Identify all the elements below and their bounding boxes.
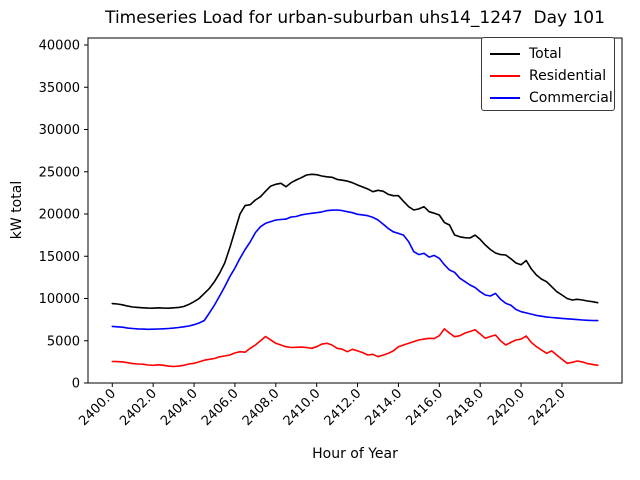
axes-frame [87,37,623,384]
legend-entry-commercial: Commercial [490,87,614,109]
x-axis-tick-label: 2416.0 [403,386,446,429]
legend-entry-total: Total [490,43,614,65]
series-lines [111,173,599,368]
x-axis-tick-label: 2418.0 [444,386,487,429]
x-axis-tick-label: 2414.0 [362,386,405,429]
x-axis-tick-label: 2404.0 [158,386,201,429]
y-axis-tick-label: 40000 [39,39,80,54]
y-axis-tick-label: 35000 [39,81,80,96]
x-axis-tick-label: 2420.0 [485,386,528,429]
x-axis-tick-label: 2402.0 [117,386,160,429]
legend-line-commercial-icon [490,97,520,99]
x-axis-tick-label: 2406.0 [199,386,242,429]
series-line-total [111,173,599,310]
legend-label-residential: Residential [529,68,607,84]
y-axis-tick-label: 0 [72,377,80,392]
legend-line-residential-icon [490,75,520,77]
x-axis-tick-label: 2412.0 [322,386,365,429]
x-axis-label: Hour of Year [312,446,398,462]
y-axis-label: kW total [9,181,25,239]
legend-label-total: Total [529,46,562,62]
y-axis-tick-label: 20000 [39,208,80,223]
y-axis-tick-label: 15000 [39,250,80,265]
legend-line-total-icon [490,53,520,55]
x-axis-tick-label: 2408.0 [240,386,283,429]
y-axis-tick-label: 5000 [47,334,80,349]
x-axis-tick-label: 2410.0 [281,386,324,429]
chart-title: Timeseries Load for urban-suburban uhs14… [105,8,605,28]
x-axis-tick-label: 2400.0 [76,386,119,429]
y-axis-tick-label: 30000 [39,123,80,138]
series-line-residential [111,328,599,368]
x-axis-tick-label: 2422.0 [526,386,569,429]
legend: Total Residential Commercial [481,37,615,111]
legend-label-commercial: Commercial [529,90,613,106]
legend-entry-residential: Residential [490,65,614,87]
y-axis-tick-label: 25000 [39,165,80,180]
y-axis-tick-label: 10000 [39,292,80,307]
series-line-commercial [111,209,599,331]
